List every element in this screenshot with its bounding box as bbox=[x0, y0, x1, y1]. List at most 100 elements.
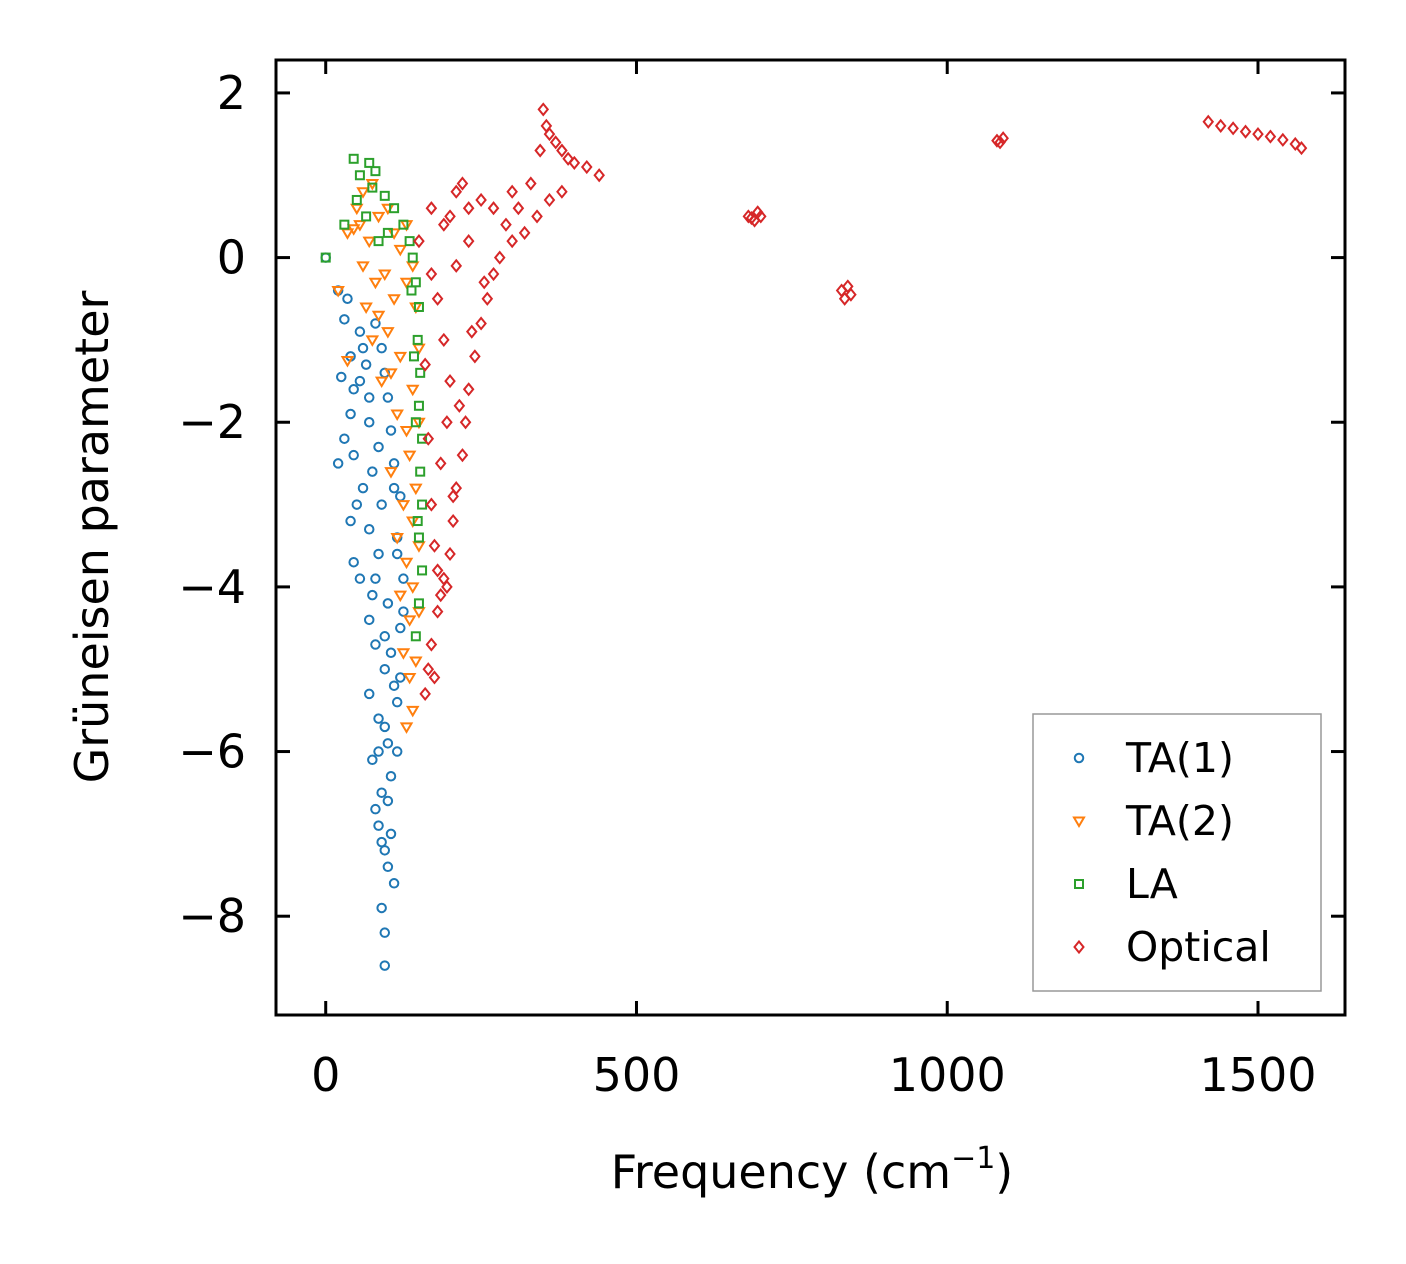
data-point bbox=[384, 368, 398, 380]
data-point bbox=[399, 277, 414, 290]
data-point bbox=[379, 960, 391, 971]
series-ta-1 bbox=[320, 252, 409, 971]
x-tick-label: 1000 bbox=[889, 1048, 1006, 1102]
data-point bbox=[365, 335, 380, 347]
data-point bbox=[408, 351, 419, 362]
data-point bbox=[415, 367, 426, 378]
data-point bbox=[419, 357, 431, 372]
data-point bbox=[487, 266, 500, 282]
x-axis-label-superscript: −1 bbox=[951, 1141, 995, 1176]
data-point bbox=[379, 845, 391, 856]
data-point bbox=[537, 102, 550, 117]
data-point bbox=[425, 497, 438, 512]
data-point bbox=[356, 261, 370, 273]
data-point bbox=[379, 631, 391, 642]
data-point bbox=[339, 433, 350, 444]
data-point bbox=[320, 252, 331, 263]
data-point bbox=[376, 836, 387, 848]
data-point bbox=[441, 579, 453, 594]
data-point bbox=[395, 672, 406, 683]
data-point bbox=[387, 294, 401, 306]
data-point bbox=[462, 201, 475, 216]
data-point bbox=[562, 151, 574, 166]
data-point bbox=[399, 557, 414, 570]
data-point bbox=[398, 573, 409, 584]
data-point bbox=[339, 219, 350, 230]
y-axis-label: Grüneisen parameter bbox=[65, 290, 119, 783]
data-point bbox=[395, 622, 406, 634]
data-point bbox=[348, 449, 359, 461]
data-point bbox=[475, 192, 487, 208]
data-point bbox=[444, 373, 456, 389]
data-point bbox=[398, 219, 409, 230]
data-point bbox=[378, 269, 392, 282]
data-point bbox=[346, 224, 361, 236]
data-point bbox=[391, 548, 403, 560]
data-point bbox=[493, 250, 506, 265]
data-point bbox=[345, 408, 356, 420]
data-point bbox=[370, 318, 381, 329]
data-point bbox=[331, 286, 345, 298]
data-point bbox=[361, 211, 372, 222]
y-tick-label: 2 bbox=[217, 66, 246, 120]
data-point bbox=[593, 168, 605, 183]
data-point bbox=[370, 166, 381, 177]
data-point bbox=[363, 688, 375, 700]
data-point bbox=[1202, 114, 1215, 129]
data-point bbox=[417, 565, 428, 576]
data-point bbox=[404, 236, 415, 247]
data-point bbox=[1252, 127, 1264, 142]
data-point bbox=[382, 738, 394, 749]
data-point bbox=[475, 316, 487, 331]
data-point bbox=[518, 225, 531, 240]
data-point bbox=[345, 515, 356, 527]
data-point bbox=[367, 466, 378, 477]
data-point bbox=[425, 266, 438, 282]
data-point bbox=[391, 696, 403, 708]
data-point bbox=[396, 648, 411, 660]
data-point bbox=[994, 135, 1006, 150]
data-point bbox=[373, 820, 384, 831]
data-point bbox=[399, 722, 414, 734]
data-point bbox=[525, 176, 537, 191]
data-point bbox=[441, 415, 453, 430]
data-point bbox=[412, 607, 426, 619]
x-axis-label: Frequency (cm−1) bbox=[611, 1141, 1014, 1199]
data-point bbox=[431, 604, 444, 619]
data-point bbox=[549, 135, 562, 150]
data-point bbox=[320, 252, 331, 263]
data-point bbox=[417, 499, 428, 510]
data-point bbox=[370, 639, 381, 650]
data-point bbox=[357, 482, 369, 494]
data-point bbox=[342, 293, 353, 304]
data-point bbox=[402, 672, 417, 685]
data-point bbox=[410, 277, 421, 288]
data-point bbox=[390, 409, 404, 421]
data-point bbox=[348, 153, 359, 164]
data-point bbox=[379, 663, 391, 675]
data-point bbox=[450, 258, 463, 273]
data-point bbox=[362, 236, 376, 249]
data-point bbox=[462, 382, 475, 397]
data-point bbox=[370, 803, 381, 815]
data-point bbox=[368, 277, 383, 290]
data-point bbox=[354, 573, 366, 584]
data-point bbox=[745, 210, 758, 226]
y-tick-label: −8 bbox=[178, 889, 246, 943]
data-point bbox=[478, 275, 490, 290]
data-point bbox=[370, 573, 381, 584]
data-point bbox=[991, 133, 1003, 148]
data-point bbox=[348, 384, 359, 395]
data-point bbox=[379, 721, 391, 733]
data-point bbox=[382, 795, 394, 807]
data-point bbox=[371, 211, 386, 224]
data-point bbox=[395, 491, 406, 502]
data-point bbox=[371, 310, 386, 323]
data-point bbox=[359, 302, 373, 314]
data-point bbox=[506, 184, 518, 199]
series-optical bbox=[413, 102, 1308, 702]
data-point bbox=[453, 398, 466, 413]
legend-marker bbox=[1074, 879, 1084, 889]
data-point bbox=[410, 631, 421, 642]
x-tick-label: 0 bbox=[311, 1048, 340, 1102]
